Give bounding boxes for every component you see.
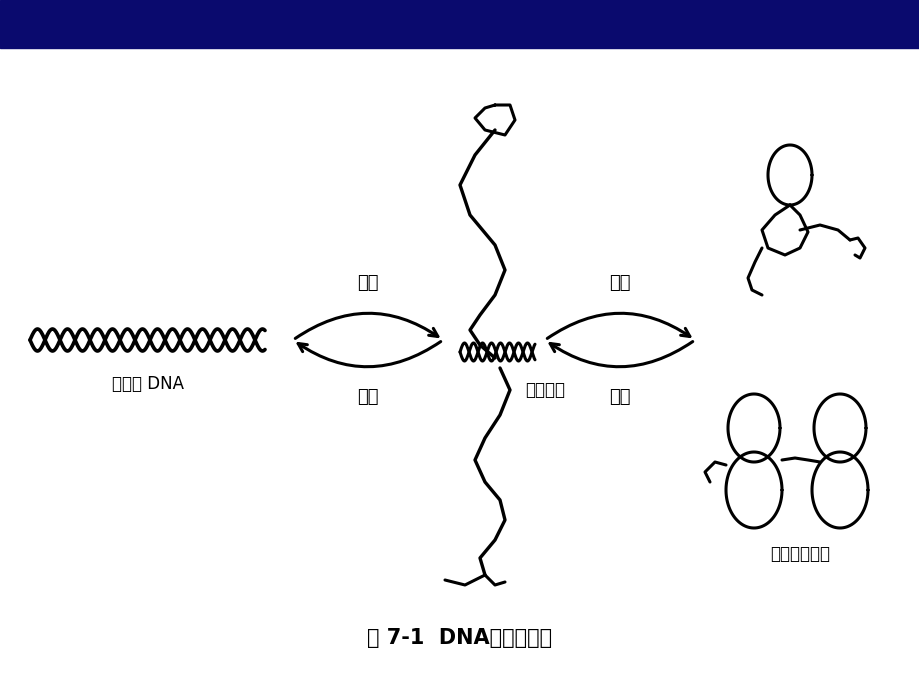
Text: 退火: 退火 (357, 274, 379, 292)
Text: 图 7-1  DNA变性和复性: 图 7-1 DNA变性和复性 (367, 628, 552, 648)
Bar (0, 0, 919, 48)
Text: 双螺旋 DNA: 双螺旋 DNA (112, 375, 184, 393)
Text: 退火: 退火 (608, 274, 630, 292)
Text: 加热: 加热 (608, 388, 630, 406)
Text: 单股随机卷曲: 单股随机卷曲 (769, 545, 829, 563)
Text: 部分解链: 部分解链 (525, 381, 564, 399)
Text: 加热: 加热 (357, 388, 379, 406)
